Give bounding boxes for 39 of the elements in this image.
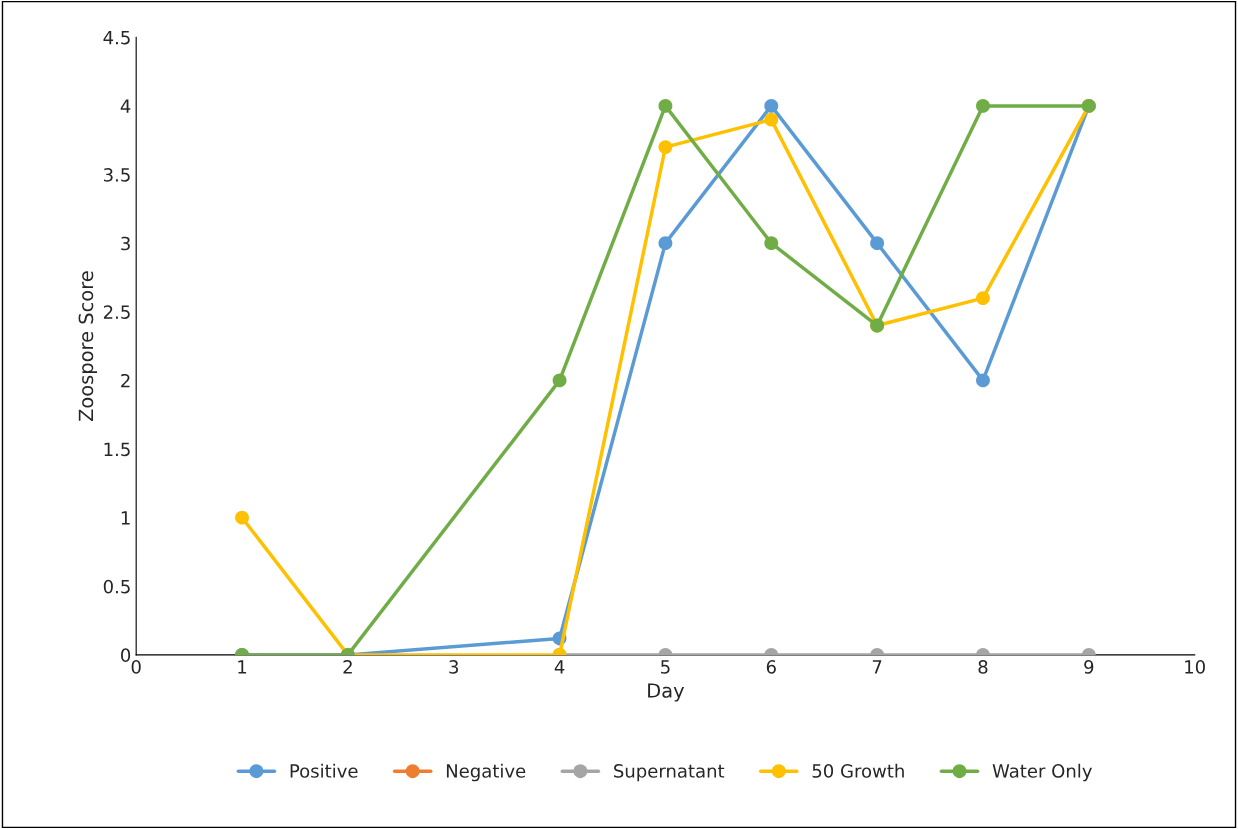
y-tick-label: 2.5 bbox=[103, 305, 130, 319]
point bbox=[764, 112, 779, 127]
x-tick-label: 7 bbox=[872, 660, 882, 674]
y-axis-title: Zoospore Score bbox=[78, 271, 98, 422]
y-tick-label: 0.5 bbox=[103, 579, 130, 594]
x-tick-label: 8 bbox=[978, 660, 988, 674]
x-tick-label: 9 bbox=[1084, 660, 1094, 674]
point bbox=[976, 291, 990, 306]
x-tick-label: 0 bbox=[131, 660, 141, 674]
legend-label: Water Only bbox=[992, 763, 1092, 782]
x-tick-label: 10 bbox=[1185, 660, 1205, 674]
point bbox=[976, 373, 990, 388]
point bbox=[552, 373, 567, 388]
y-tick-label: 3 bbox=[121, 236, 130, 251]
x-tick-label: 2 bbox=[343, 660, 352, 674]
point bbox=[764, 98, 779, 113]
point bbox=[658, 236, 673, 251]
legend-label: 50 Growth bbox=[812, 763, 904, 778]
legend-label: Supernatant bbox=[614, 764, 725, 782]
x-tick-label: 5 bbox=[661, 660, 670, 674]
y-tick-label: 1.5 bbox=[104, 442, 130, 457]
legend-label: Positive bbox=[290, 763, 358, 778]
x-tick-label: 3 bbox=[449, 660, 459, 674]
y-tick-label: 0 bbox=[121, 648, 131, 663]
point bbox=[976, 98, 990, 113]
x-tick-label: 4 bbox=[554, 660, 565, 674]
x-tick-label: 6 bbox=[766, 660, 776, 674]
legend-label: Negative bbox=[446, 763, 526, 782]
point bbox=[870, 236, 885, 251]
x-axis-title: Day bbox=[648, 683, 685, 702]
y-tick-label: 4 bbox=[120, 99, 131, 113]
point bbox=[658, 140, 673, 155]
point bbox=[764, 236, 779, 251]
x-tick-label: 1 bbox=[238, 660, 247, 674]
y-tick-label: 4.5 bbox=[103, 31, 130, 45]
y-tick-label: 1 bbox=[121, 511, 130, 525]
y-tick-label: 3.5 bbox=[103, 168, 130, 182]
y-tick-label: 2 bbox=[121, 373, 130, 388]
point bbox=[658, 98, 673, 113]
